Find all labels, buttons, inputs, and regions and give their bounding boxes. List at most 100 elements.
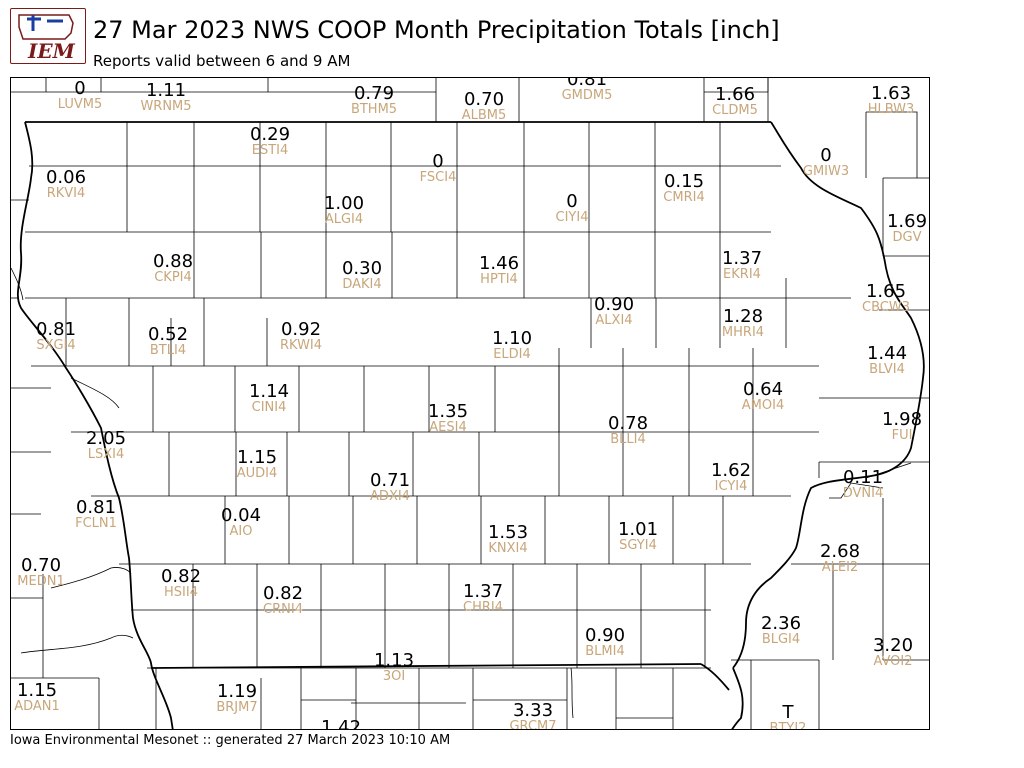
station-id: DVNI4 (842, 486, 884, 501)
station-marker: 0.06 RKVI4 (45, 167, 87, 201)
station-marker: 0.90 ALXI4 (594, 296, 634, 328)
station-id: KNXI4 (488, 541, 528, 556)
station-id: DAKI4 (342, 277, 382, 292)
station-marker: T BTYI2 (770, 704, 807, 730)
station-id: BTHM5 (350, 102, 398, 117)
station-value: 0.64 (742, 379, 784, 400)
station-id: CLDM5 (712, 103, 758, 118)
station-value: 0.70 (463, 89, 505, 110)
iowa-logo-icon (18, 14, 74, 40)
station-marker: 2.36 BLGI4 (761, 615, 801, 647)
station-value: 0.92 (280, 319, 322, 340)
station-value: 3.20 (872, 635, 914, 656)
station-marker: 0.04 AIO (221, 507, 261, 539)
station-value: 1.00 (323, 193, 365, 214)
station-id: BTLI4 (149, 343, 187, 358)
station-id: GMDM5 (561, 88, 613, 103)
station-marker: 1.62 ICYI4 (711, 462, 751, 494)
station-marker: 0.30 DAKI4 (342, 260, 382, 292)
station-id: BLMI4 (585, 644, 625, 659)
station-id: SXGI4 (36, 338, 76, 353)
footer-credit: Iowa Environmental Mesonet :: generated … (10, 733, 451, 748)
station-id: LUVM5 (57, 97, 103, 112)
station-marker: 2.68 ALEI2 (819, 541, 861, 575)
station-id: CRNI4 (263, 602, 303, 617)
station-marker: 1.15 ADAN1 (14, 682, 60, 714)
station-value: 0.29 (249, 124, 291, 145)
logo-text: IEM (28, 39, 75, 63)
iem-logo: IEM (10, 8, 86, 64)
station-value: 1.37 (462, 581, 504, 602)
station-id: FCLN1 (75, 516, 117, 531)
station-marker: 1.37 EKRI4 (722, 250, 762, 282)
station-marker: 0.81 GMDM5 (561, 78, 613, 103)
station-id: BRJM7 (216, 700, 258, 715)
station-id: HSII4 (164, 585, 198, 600)
station-id: ESTI4 (251, 143, 289, 158)
station-id: CHRI4 (462, 600, 503, 615)
station-id: AUDI4 (236, 466, 278, 481)
station-id: FSCI4 (419, 170, 457, 185)
station-value: T (782, 702, 794, 723)
station-marker: 0.15 CMRI4 (663, 173, 705, 205)
station-marker: 0.90 BLMI4 (585, 627, 625, 659)
station-marker: 0.92 RKWI4 (279, 319, 323, 353)
station-value: 0.11 (842, 467, 884, 488)
station-marker: 1.66 CLDM5 (712, 86, 758, 118)
station-marker: 1.98 FUI (881, 409, 923, 443)
station-marker: 0.81 FCLN1 (75, 497, 117, 531)
station-id: BLLI4 (610, 432, 646, 447)
station-id: ADXI4 (370, 489, 410, 504)
station-value: 1.11 (145, 80, 187, 101)
station-value: 0.52 (147, 324, 189, 345)
station-id: ALGI4 (324, 212, 364, 227)
station-id: RKWI4 (279, 338, 323, 353)
station-value: 0.06 (45, 167, 87, 188)
station-value: 1.35 (427, 401, 469, 422)
station-marker: 1.44 BLVI4 (866, 343, 908, 377)
station-value: 1.44 (866, 343, 908, 364)
station-id: GRCM7 (509, 719, 557, 730)
station-id: RKVI4 (46, 186, 86, 201)
station-id: ELDI4 (493, 347, 531, 362)
station-marker: 1.42 (321, 719, 361, 730)
station-value: 2.05 (85, 428, 127, 449)
station-value: 0 (566, 191, 578, 212)
station-marker: 1.11 WRNM5 (140, 80, 191, 114)
station-value: 0.81 (75, 497, 117, 518)
station-marker: 1.19 BRJM7 (216, 683, 258, 715)
station-id: MEDN1 (17, 574, 65, 589)
station-marker: 1.28 MHRI4 (721, 308, 765, 340)
station-id: SGYI4 (619, 538, 657, 553)
station-id: DGV (892, 230, 922, 245)
station-value: 1.65 (865, 281, 907, 302)
station-value: 0 (820, 145, 832, 166)
station-value: 0.82 (160, 566, 202, 587)
station-id: CMRI4 (663, 190, 705, 205)
station-value: 1.14 (248, 381, 290, 402)
station-value: 0.71 (369, 470, 411, 491)
station-marker: 1.13 3OI (373, 650, 415, 684)
station-value: 1.13 (373, 650, 415, 671)
station-id: EKRI4 (723, 267, 761, 282)
station-value: 0.70 (20, 555, 62, 576)
station-marker: 0.82 HSII4 (160, 566, 202, 600)
station-id: GMIW3 (802, 164, 850, 179)
station-marker: 0.70 MEDN1 (17, 555, 65, 589)
station-marker: 1.00 ALGI4 (323, 193, 365, 227)
station-value: 1.98 (881, 409, 923, 430)
station-id: AESI4 (429, 420, 467, 435)
station-value: 1.69 (886, 211, 928, 232)
station-value: 2.68 (819, 541, 861, 562)
station-marker: 0 GMIW3 (802, 145, 850, 179)
station-id: HLBW3 (867, 102, 915, 117)
station-value: 0.81 (35, 319, 77, 340)
station-marker: 2.05 LSXI4 (85, 428, 127, 462)
station-id: CIYI4 (555, 210, 589, 225)
station-marker: 1.01 SGYI4 (618, 521, 658, 553)
station-value: 1.42 (320, 717, 362, 730)
station-value: 0.88 (152, 251, 194, 272)
station-id: MHRI4 (721, 325, 765, 340)
map-area: 0 LUVM5 1.11 WRNM5 0.79 BTHM5 0.70 ALBM5 0.8… (10, 77, 930, 730)
station-marker: 0.70 ALBM5 (462, 89, 507, 123)
